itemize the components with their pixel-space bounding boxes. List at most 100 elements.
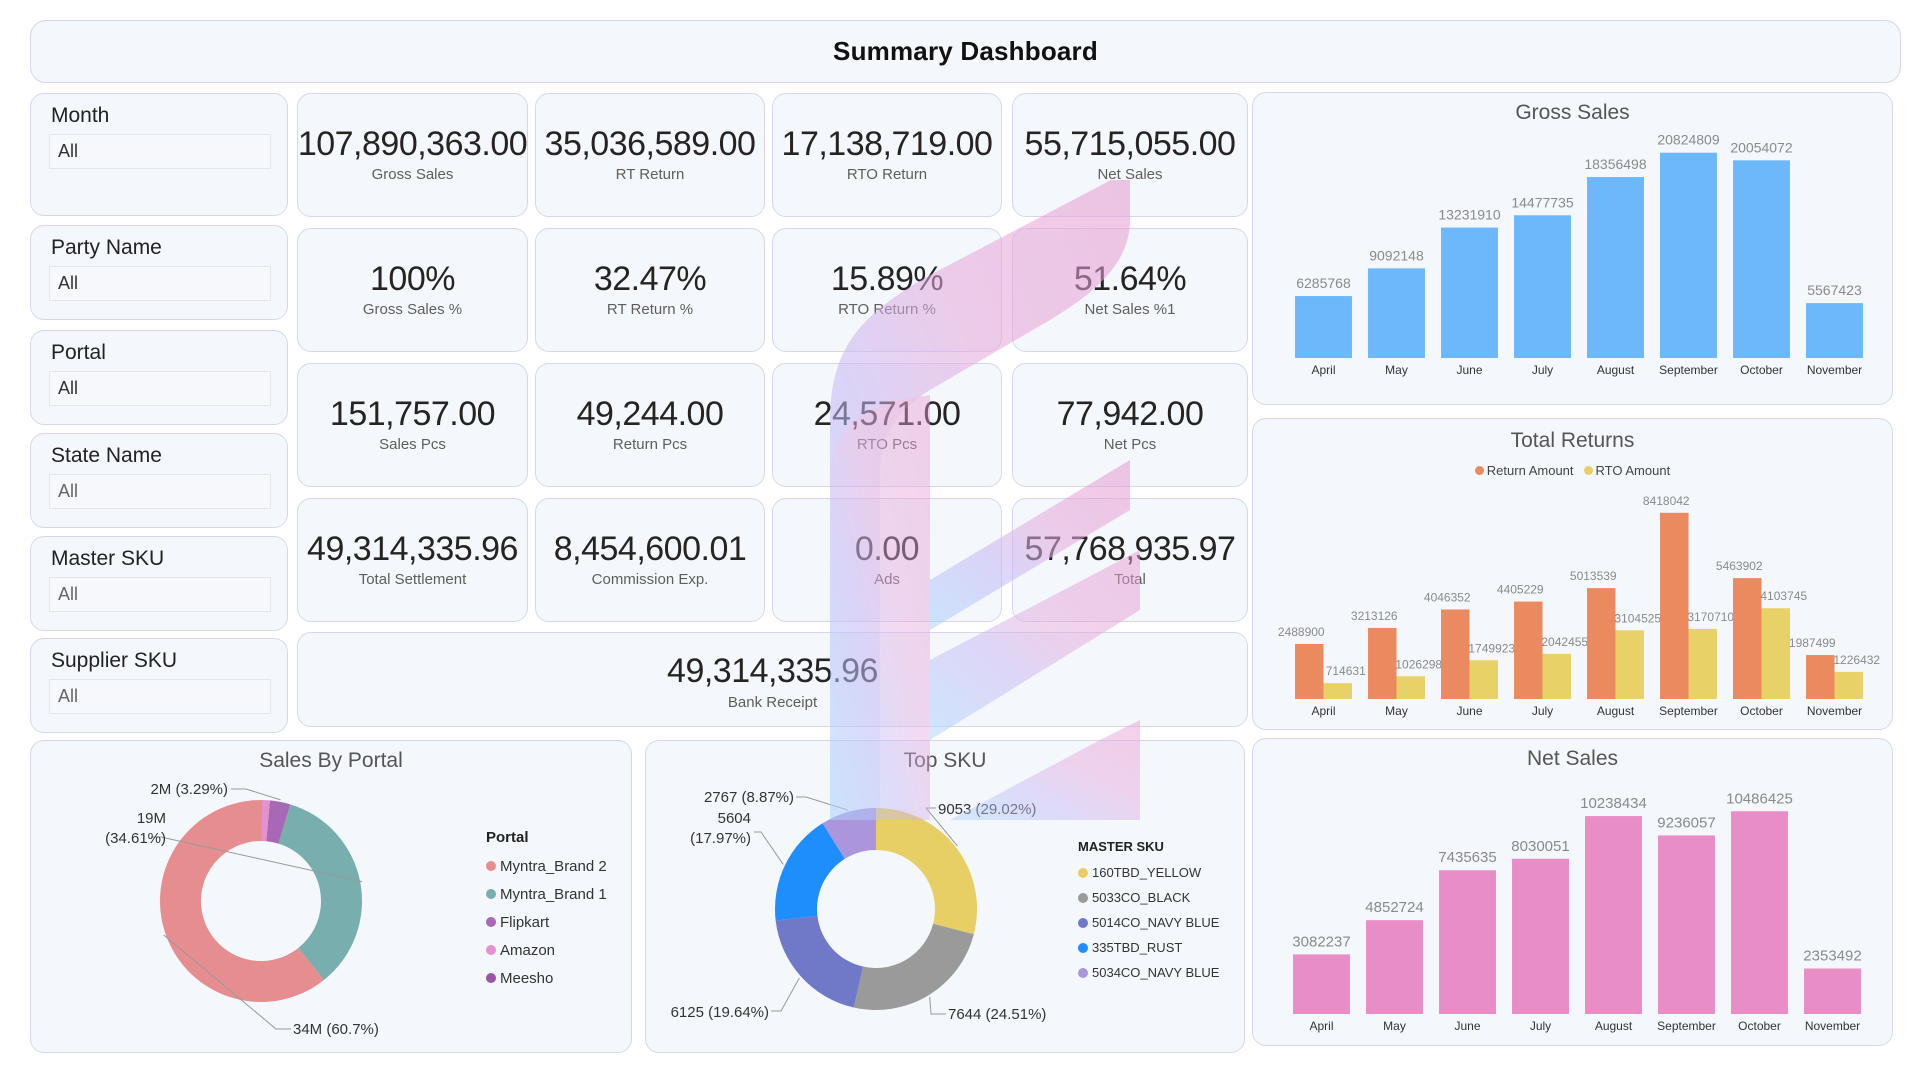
- bar-september-rto-amount[interactable]: [1688, 628, 1717, 699]
- legend-item-return-amount[interactable]: Return Amount: [1474, 463, 1574, 478]
- kpi-value: 77,942.00: [1056, 394, 1204, 433]
- kpi-label: Net Pcs: [1103, 436, 1157, 454]
- bar-november-rto-amount[interactable]: [1834, 671, 1863, 699]
- bar-august-rto-amount[interactable]: [1615, 630, 1644, 699]
- x-tick-label: July: [1532, 704, 1553, 718]
- legend-item-160tbd-yellow[interactable]: 160TBD_YELLOW: [1078, 860, 1219, 885]
- sales-by-portal-svg: 34M (60.7%) 19M (34.61%) 2M (3.29%): [105, 781, 379, 1038]
- legend-item-5014co-navy-blue[interactable]: 5014CO_NAVY BLUE: [1078, 910, 1219, 935]
- leader-line: [151, 836, 363, 883]
- bar-june-return-amount[interactable]: [1441, 609, 1470, 699]
- bar-april[interactable]: [1293, 954, 1350, 1014]
- supplier-sku-dropdown[interactable]: All: [49, 679, 271, 714]
- slice-335tbd-rust[interactable]: [775, 823, 845, 921]
- kpi-card-rt-return: 35,036,589.00 RT Return: [535, 93, 765, 217]
- bar-july[interactable]: [1512, 858, 1569, 1014]
- top-sku-svg: 9053 (29.02%) 7644 (24.51%) 6125 (19.64%) 5…: [671, 789, 1047, 1023]
- legend-item-5034co-navy-blue[interactable]: 5034CO_NAVY BLUE: [1078, 960, 1219, 985]
- kpi-label: Gross Sales %: [362, 301, 463, 319]
- slice-label: 2M (3.29%): [150, 781, 228, 798]
- portal-dropdown[interactable]: All: [49, 371, 271, 406]
- slice-5034co-navy-blue[interactable]: [822, 808, 876, 859]
- data-label: 14477735: [1511, 194, 1574, 210]
- kpi-value: 0.00: [854, 529, 920, 568]
- legend-item-myntra-brand-1[interactable]: Myntra_Brand 1: [486, 880, 607, 908]
- slice-amazon[interactable]: [261, 800, 270, 842]
- bar-may-return-amount[interactable]: [1368, 627, 1397, 699]
- kpi-value: 32.47%: [593, 259, 707, 298]
- data-label: 2042455: [1541, 635, 1588, 649]
- kpi-card-net-sales-1: 51.64% Net Sales %1: [1012, 228, 1248, 352]
- x-tick-label: October: [1740, 704, 1783, 718]
- bar-september[interactable]: [1660, 152, 1717, 358]
- slice-myntra-brand-1[interactable]: [278, 804, 362, 981]
- slice-flipkart[interactable]: [266, 800, 291, 844]
- kpi-label: Commission Exp.: [591, 571, 709, 589]
- legend-dot-icon: [1474, 466, 1484, 475]
- bar-november[interactable]: [1804, 968, 1861, 1014]
- slice-label: 9053 (29.02%): [938, 801, 1036, 818]
- data-label: 18356498: [1584, 156, 1647, 172]
- bar-august-return-amount[interactable]: [1587, 588, 1616, 699]
- bar-july[interactable]: [1514, 215, 1571, 358]
- total-returns-chart: Total Returns Return Amount RTO Amount 2…: [1252, 418, 1893, 730]
- filter-label: Supplier SKU: [51, 649, 178, 672]
- bar-october[interactable]: [1731, 811, 1788, 1014]
- party-name-dropdown[interactable]: All: [49, 266, 271, 301]
- x-tick-label: April: [1309, 1019, 1333, 1033]
- slice-label: 7644 (24.51%): [948, 1006, 1046, 1023]
- legend-dot-icon: [486, 945, 496, 955]
- bar-october-return-amount[interactable]: [1733, 578, 1762, 699]
- bar-august[interactable]: [1587, 177, 1644, 358]
- data-label: 20054072: [1730, 139, 1793, 155]
- bar-may-rto-amount[interactable]: [1396, 676, 1425, 699]
- bar-june[interactable]: [1439, 870, 1496, 1014]
- legend-dot-icon: [1078, 867, 1088, 878]
- x-tick-label: October: [1738, 1019, 1781, 1033]
- kpi-card-total: 57,768,935.97 Total: [1012, 498, 1248, 622]
- bar-june[interactable]: [1441, 227, 1498, 358]
- data-label: 2353492: [1803, 947, 1861, 964]
- slice-myntra-brand-2[interactable]: [160, 800, 324, 1002]
- bar-april[interactable]: [1295, 296, 1352, 358]
- slice-5014co-navy-blue[interactable]: [775, 915, 864, 1008]
- legend-item-flipkart[interactable]: Flipkart: [486, 908, 607, 936]
- bar-september-return-amount[interactable]: [1660, 512, 1689, 699]
- bar-november[interactable]: [1806, 303, 1863, 358]
- bar-september[interactable]: [1658, 835, 1715, 1014]
- state-name-dropdown[interactable]: All: [49, 474, 271, 509]
- data-label: 3213126: [1351, 609, 1398, 623]
- bar-october-rto-amount[interactable]: [1761, 608, 1790, 699]
- slice-160tbd-yellow[interactable]: [876, 808, 977, 935]
- bar-august[interactable]: [1585, 816, 1642, 1014]
- master-sku-dropdown[interactable]: All: [49, 577, 271, 612]
- kpi-card-rto-pcs: 24,571.00 RTO Pcs: [772, 363, 1002, 487]
- bar-july-return-amount[interactable]: [1514, 601, 1543, 699]
- legend-item-myntra-brand-2[interactable]: Myntra_Brand 2: [486, 852, 607, 880]
- bar-april-rto-amount[interactable]: [1323, 683, 1352, 699]
- bar-october[interactable]: [1733, 160, 1790, 358]
- data-label: 13231910: [1438, 207, 1501, 223]
- kpi-value: 49,314,335.96: [307, 529, 518, 568]
- chart-title: Net Sales: [1526, 747, 1619, 770]
- legend-item-5033co-black[interactable]: 5033CO_BLACK: [1078, 885, 1219, 910]
- bar-may[interactable]: [1368, 268, 1425, 358]
- legend-item-rto-amount[interactable]: RTO Amount: [1583, 463, 1670, 478]
- bar-july-rto-amount[interactable]: [1542, 653, 1571, 699]
- legend-dot-icon: [1078, 942, 1088, 953]
- legend-item-amazon[interactable]: Amazon: [486, 936, 607, 964]
- bar-april-return-amount[interactable]: [1295, 643, 1324, 699]
- legend-item-meesho[interactable]: Meesho: [486, 964, 607, 992]
- month-dropdown[interactable]: All: [49, 134, 271, 169]
- bar-may[interactable]: [1366, 920, 1423, 1014]
- bar-june-rto-amount[interactable]: [1469, 660, 1498, 699]
- filter-label: State Name: [51, 444, 162, 467]
- filter-portal: Portal All: [30, 330, 288, 425]
- slice-5033co-black[interactable]: [853, 923, 974, 1010]
- kpi-card-gross-sales: 100% Gross Sales %: [297, 228, 528, 352]
- data-label: 5567423: [1807, 282, 1862, 298]
- kpi-label: Ads: [874, 571, 900, 589]
- bar-november-return-amount[interactable]: [1806, 655, 1835, 699]
- legend-item-335tbd-rust[interactable]: 335TBD_RUST: [1078, 935, 1219, 960]
- filter-party-name: Party Name All: [30, 225, 288, 320]
